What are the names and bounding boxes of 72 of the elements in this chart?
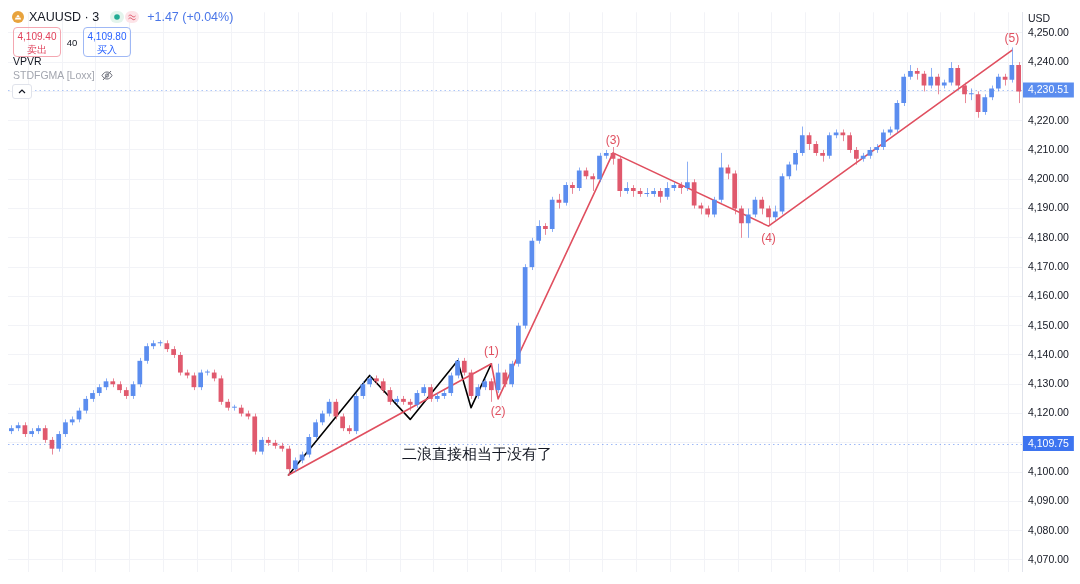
candlestick [712,196,717,218]
y-tick-label: 4,090.00 [1028,494,1070,507]
y-tick-label: 4,140.00 [1028,347,1070,360]
y-tick-label: 4,220.00 [1028,113,1070,126]
y-tick-label: 4,250.00 [1028,25,1070,38]
candlestick [685,161,690,192]
chart-subtitle: +1.47 (+0.04%) [147,10,234,24]
y-tick-label: 4,180.00 [1028,230,1070,243]
candlestick [448,372,454,397]
y-tick-label: 4,160.00 [1028,289,1070,302]
annotation: (3) [605,133,621,148]
candlestick [793,149,798,171]
annotation: (1) [484,344,499,359]
candlestick [766,205,771,227]
annotation: (4) [761,231,776,246]
y-tick-label: 4,210.00 [1028,142,1070,155]
candlestick [982,93,988,116]
annotation: 买入 [97,44,117,55]
candlestick [455,357,460,379]
candlestick [881,128,886,151]
candlestick [826,131,832,160]
candlestick [178,351,183,376]
annotation: VPVR [13,55,42,67]
candlestick [928,67,934,89]
ref-line-label: 4,109.75 [1028,436,1070,449]
candlestick [198,369,204,391]
candlestick [137,357,143,388]
annotation: 4,109.40 [17,31,57,42]
candlestick [576,167,582,192]
candlestick [333,398,339,420]
candlestick [313,418,318,441]
annotation: (5) [1004,30,1020,45]
candlestick [799,126,805,157]
candlestick [691,178,697,210]
y-axis-title: USD [1028,12,1051,24]
candlestick [488,377,494,403]
candlestick [509,360,514,388]
ref-line-label: 4,230.51 [1028,83,1070,96]
annotation: 4,109.80 [87,31,127,42]
candlestick [962,82,967,104]
y-tick-label: 4,190.00 [1028,201,1070,214]
y-tick-label: 4,120.00 [1028,406,1070,419]
candlestick [56,430,62,453]
sell-button: 4,109.40 卖出 [13,27,61,57]
y-tick-label: 4,080.00 [1028,523,1070,536]
chart-title: XAUUSD · 3 [29,10,100,24]
y-tick-label: 4,100.00 [1028,465,1070,478]
candlestick [968,87,974,101]
y-tick-label: 4,070.00 [1028,552,1070,565]
candlestick [847,131,852,154]
y-tick-label: 4,240.00 [1028,54,1070,67]
y-tick-label: 4,150.00 [1028,318,1070,331]
annotation: STDFGMA [Loxx] [13,69,95,81]
candlestick [955,64,961,89]
y-tick-label: 4,200.00 [1028,172,1070,185]
candlestick [563,181,569,207]
annotation: 卖出 [27,44,47,55]
candlestick [286,445,291,476]
annotation: 40 [66,36,78,48]
y-tick-label: 4,170.00 [1028,260,1070,272]
y-tick-label: 4,130.00 [1028,377,1070,390]
candlestick [745,208,751,239]
annotation: (2) [490,404,506,419]
annotation: 二浪直接相当于没有了 [402,445,552,462]
candlestick [536,219,542,245]
candlestick [1009,46,1015,84]
buy-button: 4,109.80 买入 [83,27,131,57]
candlestick [935,73,940,95]
candlestick [739,205,744,239]
candlestick [597,152,602,183]
candlestick [306,433,312,458]
candlestick [144,342,149,365]
